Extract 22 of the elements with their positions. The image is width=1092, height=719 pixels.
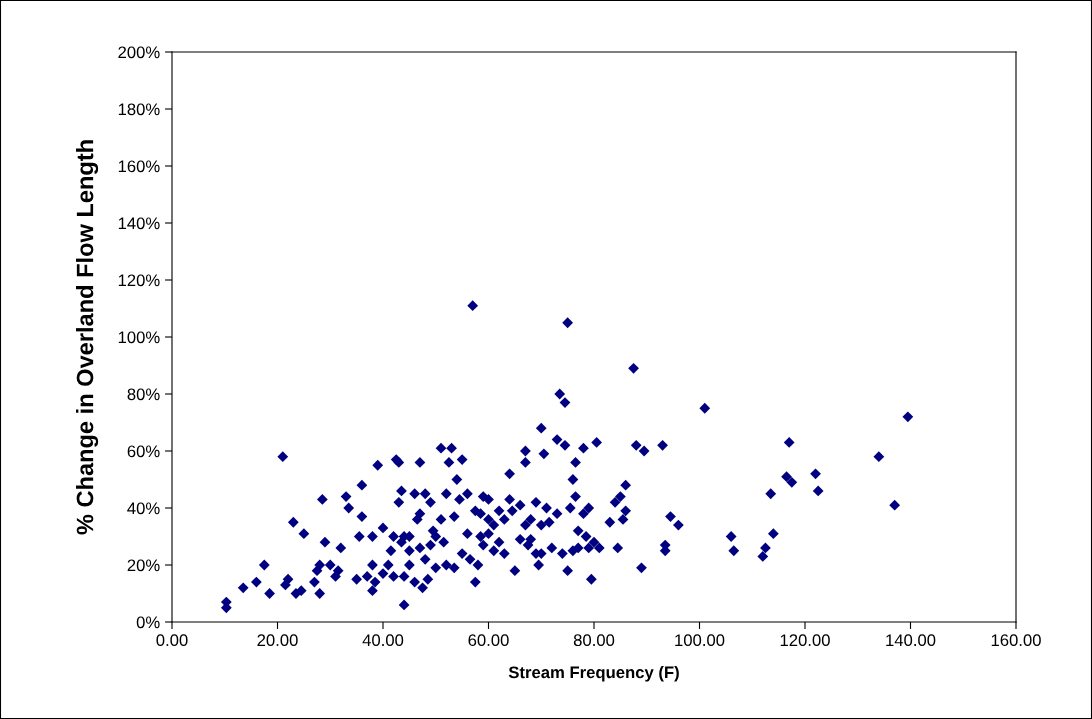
y-tick-label: 160%: [118, 160, 160, 173]
x-tick-label: 100.00: [675, 634, 725, 647]
y-tick-label: 60%: [127, 445, 160, 458]
x-tick-label: 80.00: [573, 634, 615, 647]
y-tick-label: 120%: [118, 274, 160, 287]
y-tick-label: 180%: [118, 103, 160, 116]
x-tick-label: 60.00: [468, 634, 509, 647]
y-tick-label: 80%: [127, 388, 160, 401]
y-tick-label: 20%: [127, 559, 160, 572]
y-tick-label: 100%: [118, 331, 160, 344]
y-tick-label: 0%: [136, 616, 160, 629]
x-tick-label: 160.00: [991, 634, 1041, 647]
y-tick-label: 140%: [118, 217, 160, 230]
x-tick-label: 20.00: [257, 634, 298, 647]
x-tick-label: 40.00: [362, 634, 404, 647]
x-axis-title: Stream Frequency (F): [508, 666, 679, 682]
x-tick-label: 0.00: [156, 634, 188, 647]
y-tick-label: 40%: [127, 502, 160, 515]
y-axis-title: % Change in Overland Flow Length: [76, 140, 99, 535]
x-tick-label: 120.00: [780, 634, 830, 647]
x-tick-label: 140.00: [886, 634, 936, 647]
y-tick-label: 200%: [118, 46, 160, 59]
